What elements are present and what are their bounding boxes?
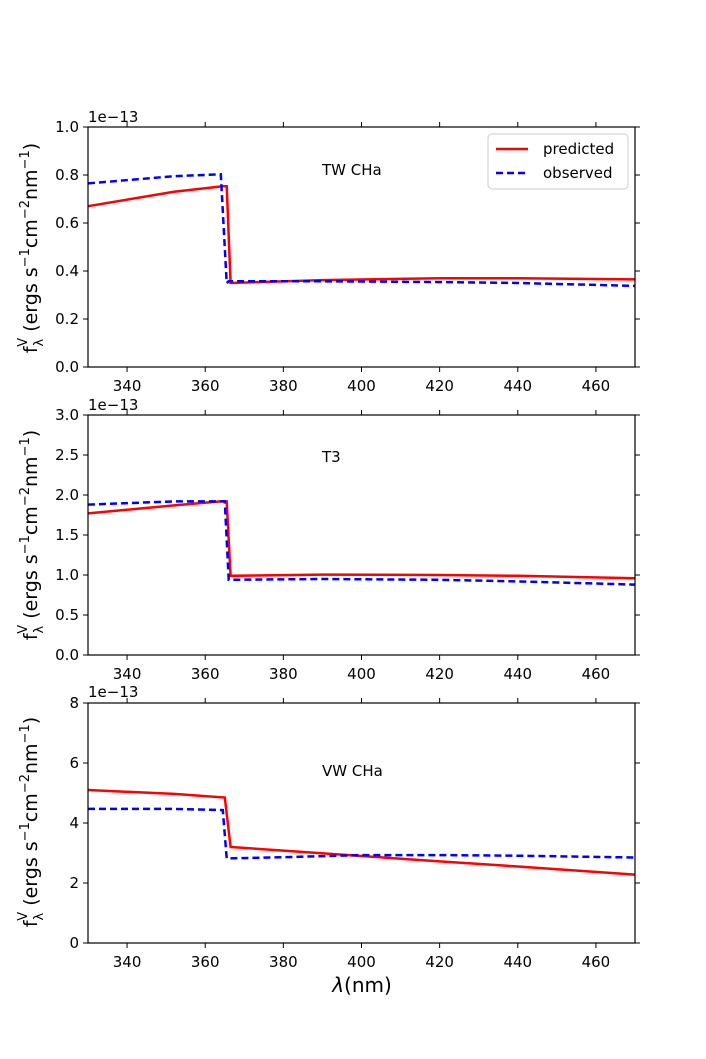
t3-ytick-label: 1.0 <box>55 566 79 584</box>
panel-tw-cha-plot: 340 360 380 400 420 440 460 0.0 0.2 0.4 0.6 0.8 1.0 <box>55 118 640 395</box>
t3-ytick-label: 3.0 <box>55 406 79 424</box>
tw-cha-ytick-label: 0.6 <box>55 214 79 232</box>
tw-cha-xtick-label: 420 <box>425 377 454 395</box>
t3-xtick-label: 360 <box>191 665 220 683</box>
vw-cha-ytick-label: 8 <box>69 694 79 712</box>
tw-cha-series-observed <box>87 173 636 288</box>
t3-ytick-label: 1.5 <box>55 526 79 544</box>
panel-t3-ylabel: fλV (ergs s−1cm−2nm−1) <box>16 430 47 640</box>
vw-cha-xtick-label: 440 <box>503 953 532 971</box>
legend-observed-label: observed <box>543 164 613 182</box>
t3-ytick-label: 2.0 <box>55 486 79 504</box>
panel-vw-cha-ylabel: fλV (ergs s−1cm−2nm−1) <box>16 717 47 927</box>
tw-cha-ytick-label: 0.0 <box>55 358 79 376</box>
panel-vw-cha-plot: 340 360 380 400 420 440 460 0 2 4 6 8 <box>69 694 640 971</box>
vw-cha-xtick-label: 360 <box>191 953 220 971</box>
panel-tw-cha: 340 360 380 400 420 440 4600.00.20.40.60.81.0 … <box>16 108 640 395</box>
tw-cha-xtick-label: 460 <box>582 377 611 395</box>
vw-cha-xtick-label: 400 <box>347 953 376 971</box>
t3-xtick-label: 380 <box>269 665 298 683</box>
panel-vw-cha-offset-label: 1e−13 <box>88 683 138 701</box>
vw-cha-ytick-label: 4 <box>69 814 79 832</box>
t3-ytick-label: 2.5 <box>55 446 79 464</box>
vw-cha-plot-frame <box>87 702 636 944</box>
x-axis-label: λ(nm) <box>331 973 392 997</box>
t3-xtick-label: 420 <box>425 665 454 683</box>
t3-series-predicted <box>87 500 636 580</box>
t3-xtick-label: 400 <box>347 665 376 683</box>
legend-predicted-label: predicted <box>543 140 614 158</box>
vw-cha-series-observed <box>88 807 636 860</box>
legend: predicted observed <box>487 133 629 190</box>
panel-tw-cha-offset-label: 1e−13 <box>88 108 138 126</box>
tw-cha-series-predicted <box>87 185 636 285</box>
panel-t3-annotation: T3 <box>321 448 341 466</box>
tw-cha-xtick-label: 360 <box>191 377 220 395</box>
tw-cha-ytick-label: 0.8 <box>55 166 79 184</box>
vw-cha-xtick-label: 420 <box>425 953 454 971</box>
vw-cha-xtick-label: 460 <box>582 953 611 971</box>
t3-plot-frame <box>87 414 636 656</box>
t3-ytick-label: 0.5 <box>55 606 79 624</box>
vw-cha-xtick-label: 340 <box>113 953 142 971</box>
vw-cha-ytick-label: 0 <box>69 934 79 952</box>
panel-t3: 340 360 380 400 420 440 460 0.0 0.5 1.0 1.5 2.0 2.5 3… <box>16 396 640 683</box>
tw-cha-ytick-label: 1.0 <box>55 118 79 136</box>
vw-cha-series-predicted <box>87 788 636 876</box>
t3-ytick-label: 0.0 <box>55 646 79 664</box>
t3-series-observed <box>87 500 636 586</box>
t3-xtick-label: 440 <box>503 665 532 683</box>
vw-cha-ytick-label: 2 <box>69 874 79 892</box>
panel-vw-cha-annotation: VW CHa <box>322 762 383 780</box>
tw-cha-xtick-label: 340 <box>113 377 142 395</box>
panel-t3-offset-label: 1e−13 <box>88 396 138 414</box>
panel-t3-plot: 340 360 380 400 420 440 460 0.0 0.5 1.0 1.5 2.0 2.5 3… <box>55 406 640 683</box>
tw-cha-ytick-label: 0.2 <box>55 310 79 328</box>
panel-tw-cha-annotation: TW CHa <box>321 161 382 179</box>
tw-cha-xtick-label: 400 <box>347 377 376 395</box>
tw-cha-xtick-label: 380 <box>269 377 298 395</box>
t3-xtick-label: 460 <box>582 665 611 683</box>
vw-cha-xtick-label: 380 <box>269 953 298 971</box>
tw-cha-xtick-label: 440 <box>503 377 532 395</box>
tw-cha-ytick-label: 0.4 <box>55 262 79 280</box>
t3-xtick-label: 340 <box>113 665 142 683</box>
vw-cha-ytick-label: 6 <box>69 754 79 772</box>
panel-tw-cha-ylabel: fλV (ergs s−1cm−2nm−1) <box>16 143 47 353</box>
